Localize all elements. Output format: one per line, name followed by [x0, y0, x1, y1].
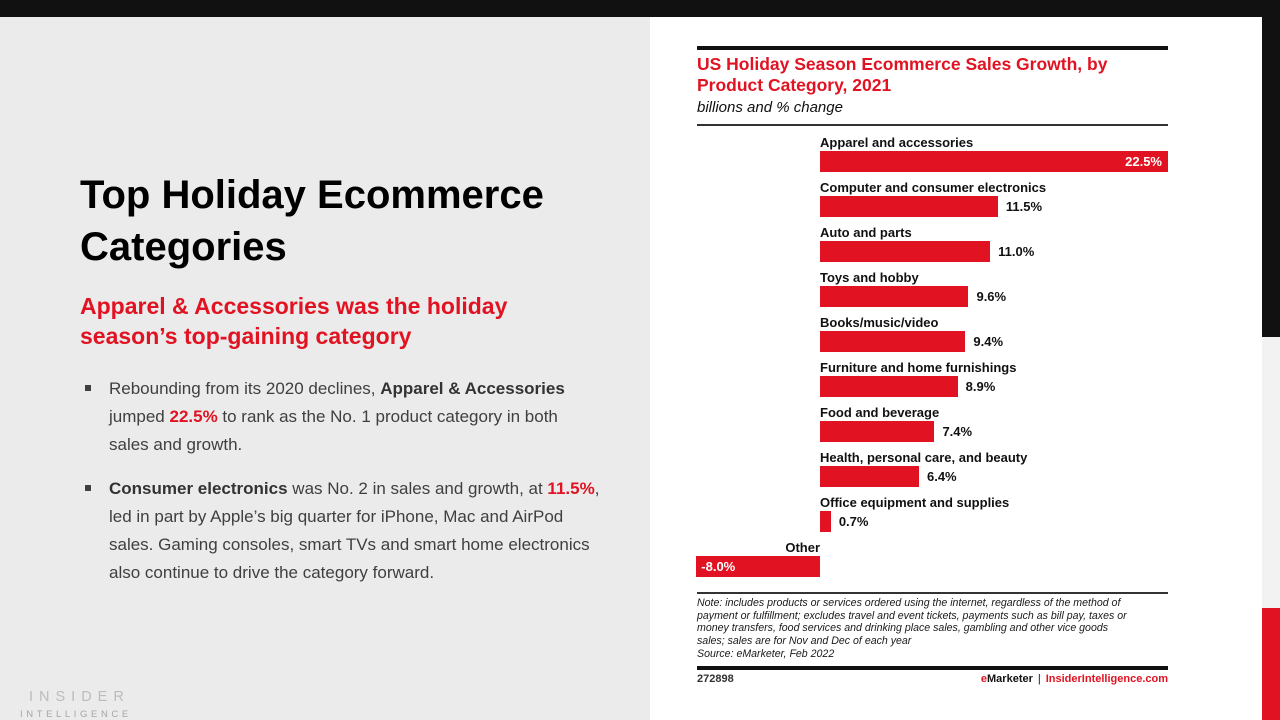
bar	[820, 241, 991, 262]
bar-category-label: Auto and parts	[820, 225, 912, 240]
chart-footer-brand: eMarketer | InsiderIntelligence.com	[981, 673, 1168, 685]
bar	[820, 511, 831, 532]
chart-note-rule	[697, 592, 1168, 594]
bar-value-label: 0.7%	[838, 514, 869, 529]
bullet-marker	[85, 485, 91, 491]
bar-category-label: Health, personal care, and beauty	[820, 450, 1028, 465]
bar-value-label: 9.6%	[976, 289, 1007, 304]
bar-value-label: 22.5%	[1125, 154, 1162, 169]
bar: 22.5%	[820, 151, 1168, 172]
bullet-marker	[85, 385, 91, 391]
bar-category-label: Toys and hobby	[820, 270, 919, 285]
chart-panel: US Holiday Season Ecommerce Sales Growth…	[650, 17, 1262, 720]
chart-rows: Apparel and accessories 22.5% Computer and…	[696, 136, 1168, 586]
chart-row: Computer and consumer electronics 11.5%	[697, 181, 1168, 217]
bar-category-label: Food and beverage	[820, 405, 940, 420]
chart-note: Note: includes products or services orde…	[697, 597, 1127, 660]
bar-category-label: Apparel and accessories	[820, 135, 974, 150]
chart-title: US Holiday Season Ecommerce Sales Growth…	[697, 54, 1108, 95]
bullet-item: Consumer electronics was No. 2 in sales …	[84, 475, 600, 587]
bar-value-label: 6.4%	[926, 469, 957, 484]
chart-row: Other -8.0%	[696, 540, 1168, 577]
footer-separator: |	[1037, 673, 1041, 685]
emarketer-rest: Marketer	[987, 673, 1033, 685]
chart-row: Furniture and home furnishings 8.9%	[697, 361, 1168, 397]
bullet-list: Rebounding from its 2020 declines, Appar…	[84, 375, 600, 603]
chart-row: Office equipment and supplies 0.7%	[697, 496, 1168, 532]
left-panel: Top Holiday Ecommerce Categories Apparel …	[0, 17, 650, 720]
logo-intelligence-text: INTELLIGENCE	[20, 709, 132, 720]
bar-value-label: 8.9%	[965, 379, 996, 394]
bar-category-label: Books/music/video	[820, 315, 939, 330]
chart: US Holiday Season Ecommerce Sales Growth…	[696, 17, 1168, 720]
bar-value-label: 11.0%	[998, 244, 1035, 259]
chart-header-rule	[697, 124, 1168, 126]
chart-id: 272898	[697, 673, 734, 685]
chart-bottom-rule	[697, 666, 1168, 670]
bar-category-label: Office equipment and supplies	[820, 495, 1010, 510]
chart-row: Books/music/video 9.4%	[697, 316, 1168, 352]
chart-row: Toys and hobby 9.6%	[697, 271, 1168, 307]
bar	[820, 376, 958, 397]
chart-subtitle: billions and % change	[697, 99, 843, 116]
bar-category-label: Computer and consumer electronics	[820, 180, 1047, 195]
bar: -8.0%	[696, 556, 820, 577]
chart-top-rule	[697, 46, 1168, 50]
logo-insider-text: INSIDER	[29, 689, 130, 705]
chart-row: Health, personal care, and beauty 6.4%	[697, 451, 1168, 487]
chart-row: Auto and parts 11.0%	[697, 226, 1168, 262]
bar-value-label: -8.0%	[701, 559, 736, 574]
bar-category-label: Furniture and home furnishings	[820, 360, 1017, 375]
insider-intelligence-logo: INSIDER INTELLIGENCE	[20, 689, 132, 720]
chart-row: Apparel and accessories 22.5%	[697, 136, 1168, 172]
chart-footer: 272898 eMarketer | InsiderIntelligence.com	[697, 673, 1168, 685]
bullet-item: Rebounding from its 2020 declines, Appar…	[84, 375, 600, 459]
bar-category-label: Other	[785, 540, 820, 555]
bar-value-label: 11.5%	[1005, 199, 1043, 214]
bar-value-label: 9.4%	[973, 334, 1004, 349]
emarketer-e: e	[980, 673, 988, 685]
bar	[820, 196, 998, 217]
top-accent-bar	[0, 0, 1280, 17]
bar	[820, 466, 919, 487]
bar	[820, 421, 935, 442]
right-edge-black-strip	[1262, 0, 1280, 337]
right-edge-gray-strip	[1262, 337, 1280, 608]
chart-row: Food and beverage 7.4%	[697, 406, 1168, 442]
insiderintelligence-link: InsiderIntelligence.com	[1045, 673, 1168, 685]
bar	[820, 331, 966, 352]
page-subtitle: Apparel & Accessories was the holiday sea…	[80, 293, 508, 349]
page-title: Top Holiday Ecommerce Categories	[80, 173, 544, 269]
right-edge-red-strip	[1262, 608, 1280, 720]
bar-value-label: 7.4%	[942, 424, 973, 439]
bar	[820, 286, 969, 307]
